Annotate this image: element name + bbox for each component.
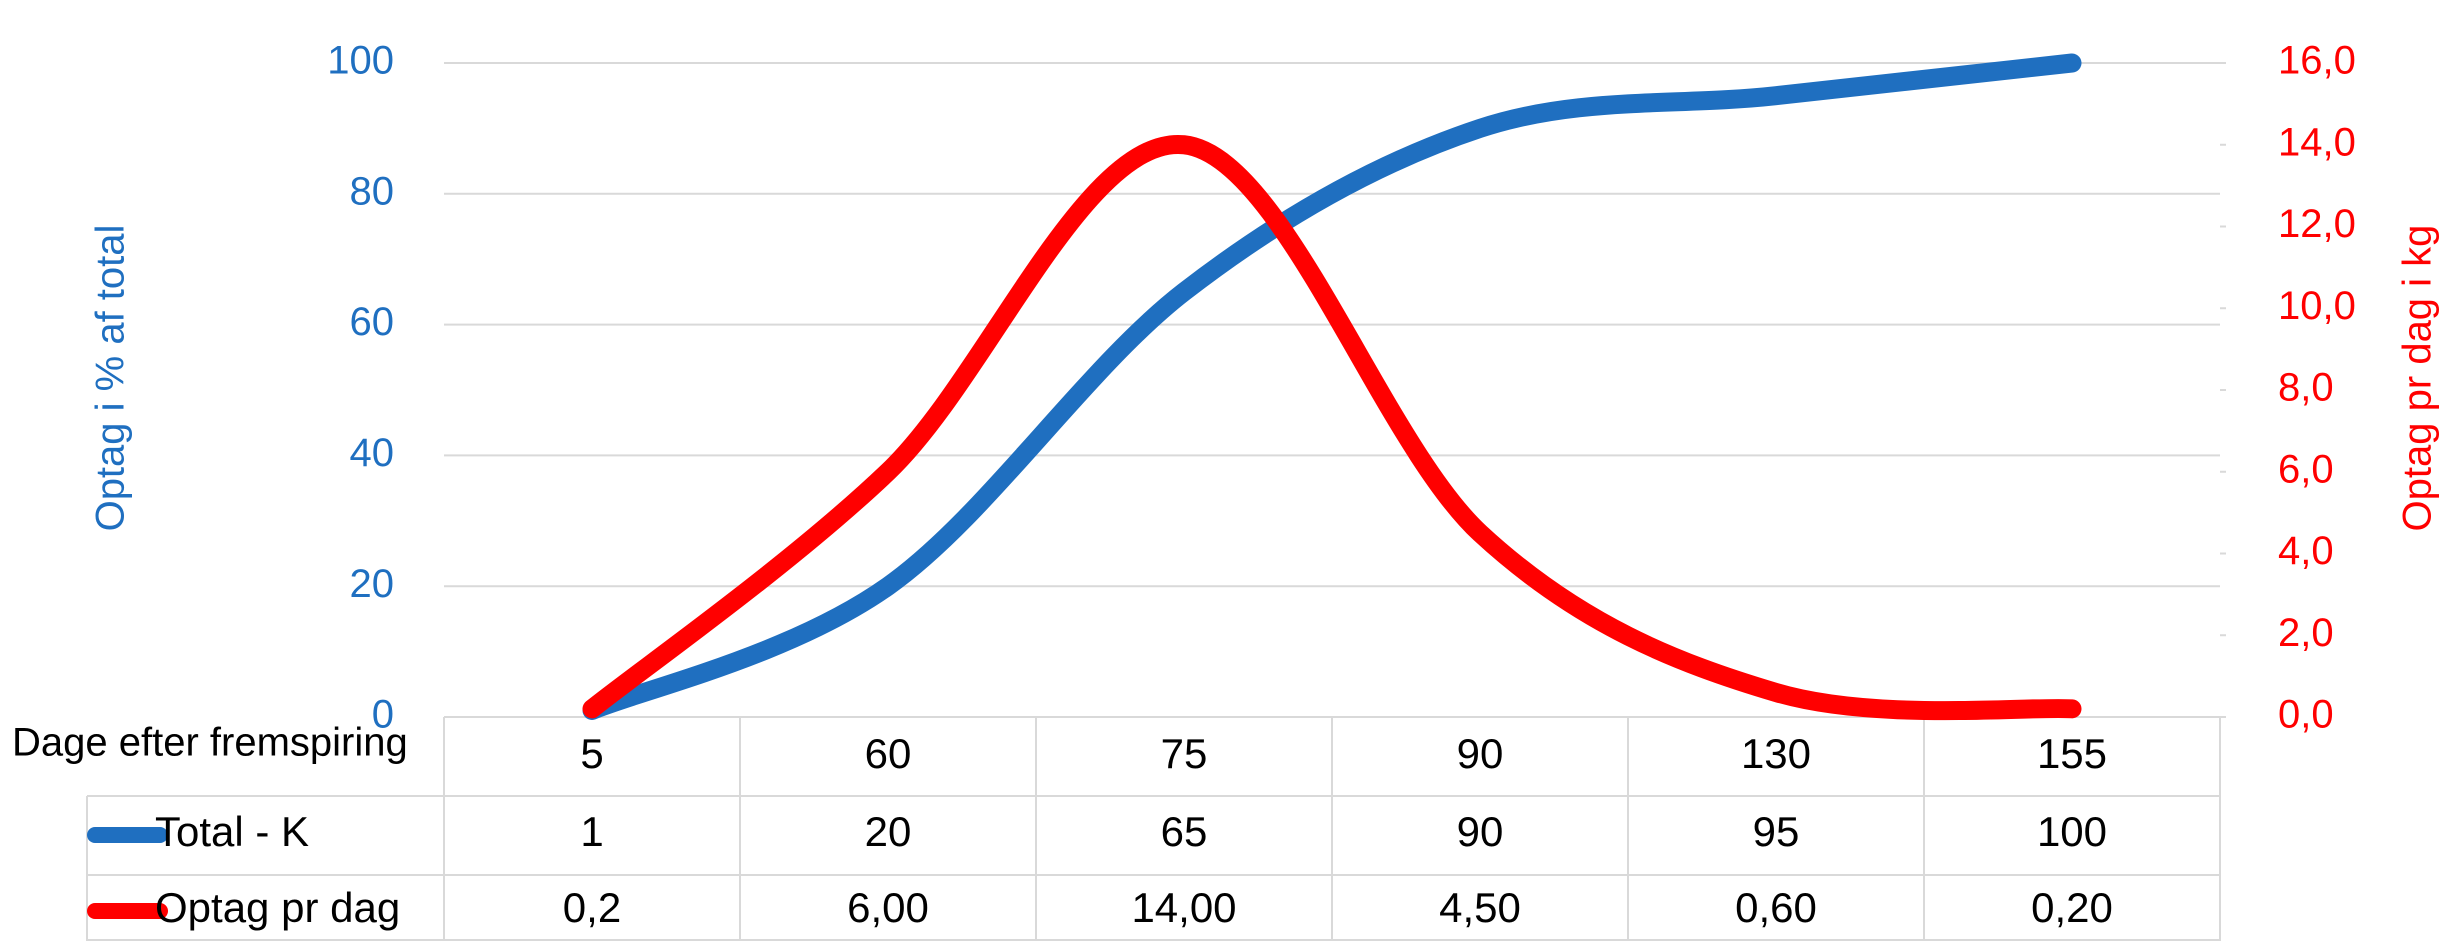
x-tick-label: 75	[1161, 730, 1208, 777]
x-axis-title: Dage efter fremspiring	[12, 721, 408, 765]
table-value: 90	[1457, 808, 1504, 855]
table-value: 14,00	[1131, 884, 1236, 931]
y-tick-label: 80	[350, 169, 395, 213]
y-tick-label: 60	[350, 300, 395, 344]
y-tick-label: 100	[327, 39, 394, 83]
y2-tick-label: 16,0	[2278, 39, 2356, 83]
y2-tick-label: 10,0	[2278, 284, 2356, 328]
y2-tick-label: 8,0	[2278, 366, 2334, 410]
table-value: 0,60	[1735, 884, 1817, 931]
table-value: 95	[1753, 808, 1800, 855]
y2-tick-label: 2,0	[2278, 611, 2334, 655]
y-tick-label: 0	[372, 693, 394, 737]
table-value: 4,50	[1439, 884, 1521, 931]
legend-label: Total - K	[155, 808, 309, 855]
legend-label: Optag pr dag	[155, 884, 400, 931]
x-tick-label: 5	[580, 730, 603, 777]
x-tick-label: 130	[1741, 730, 1811, 777]
x-tick-label: 90	[1457, 730, 1504, 777]
table-value: 1	[580, 808, 603, 855]
y2-tick-label: 12,0	[2278, 202, 2356, 246]
x-tick-label: 155	[2037, 730, 2107, 777]
y2-axis-title: Optag pr dag i kg	[2396, 225, 2440, 532]
x-tick-label: 60	[865, 730, 912, 777]
y-axis-title: Optag i % af total	[89, 225, 133, 532]
y2-tick-label: 4,0	[2278, 529, 2334, 573]
y2-tick-label: 14,0	[2278, 120, 2356, 164]
table-value: 0,2	[563, 884, 621, 931]
table-value: 100	[2037, 808, 2107, 855]
series-line	[592, 63, 2072, 710]
table-value: 0,20	[2031, 884, 2113, 931]
y-tick-label: 20	[350, 562, 395, 606]
table-value: 65	[1161, 808, 1208, 855]
table-value: 6,00	[847, 884, 929, 931]
table-value: 20	[865, 808, 912, 855]
y-tick-label: 40	[350, 431, 395, 475]
y2-tick-label: 6,0	[2278, 447, 2334, 491]
chart: Optag i % af total Optag pr dag i kg Dag…	[0, 0, 2458, 941]
y2-tick-label: 0,0	[2278, 693, 2334, 737]
